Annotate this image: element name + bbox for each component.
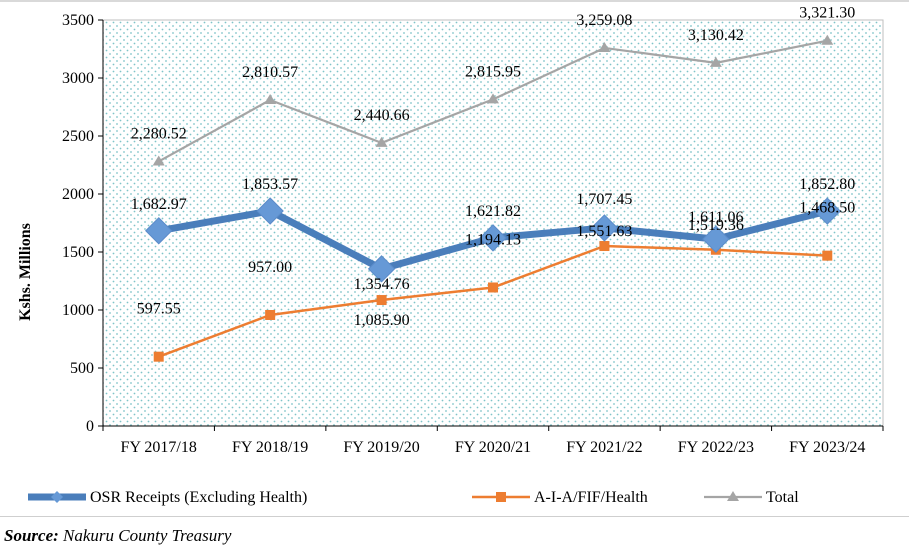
data-label: 1,468.50: [799, 200, 855, 217]
x-tick-label: FY 2018/19: [232, 439, 308, 456]
point-marker: [256, 197, 284, 225]
y-tick-label: 2000: [62, 186, 94, 203]
data-label: 1,707.45: [576, 191, 632, 208]
x-axis: FY 2017/18 FY 2018/19 FY 2019/20 FY 2020/21…: [102, 425, 884, 456]
data-label: 1,519.36: [688, 217, 744, 234]
plot-background: [102, 19, 884, 427]
top-border: [0, 0, 909, 2]
data-label: 2,280.52: [131, 125, 187, 142]
x-tick-label: FY 2022/23: [678, 439, 754, 456]
point-marker: [153, 351, 164, 362]
point-marker: [821, 34, 834, 45]
point-marker: [479, 224, 507, 252]
point-marker: [367, 255, 396, 283]
y-tick-label: 3000: [62, 70, 94, 87]
data-label: 957.00: [248, 259, 292, 276]
point-marker: [709, 56, 722, 67]
y-tick-label: 3500: [62, 12, 94, 29]
data-label: 597.55: [137, 301, 181, 318]
point-marker: [599, 241, 610, 252]
legend-swatch-marker: [496, 492, 506, 502]
legend-label: Total: [766, 489, 799, 506]
data-label: 1,085.90: [354, 312, 410, 329]
series-diamond: [145, 197, 841, 283]
data-label: 3,259.08: [576, 12, 632, 29]
x-tick-label: FY 2019/20: [343, 439, 419, 456]
data-label: 1,852.80: [799, 176, 855, 193]
y-tick-label: 500: [70, 360, 94, 377]
legend: OSR Receipts (Excluding Health) A-I-A/FIF…: [28, 489, 799, 506]
data-label: 1,682.97: [131, 196, 187, 213]
bottom-border: [0, 516, 909, 517]
data-label: 2,810.57: [242, 64, 298, 81]
legend-label: OSR Receipts (Excluding Health): [90, 489, 307, 506]
data-label: 3,130.42: [688, 27, 744, 44]
legend-swatch-marker: [727, 491, 739, 501]
point-marker: [813, 197, 841, 225]
y-axis: 0 500 1000 1500 2000 2500 3000 3500: [62, 12, 104, 435]
data-label: 1,354.76: [354, 276, 410, 293]
point-marker: [376, 295, 387, 306]
series-lines: [145, 34, 841, 362]
point-marker: [487, 93, 499, 104]
point-marker: [598, 41, 611, 52]
y-tick-label: 1500: [62, 244, 94, 261]
x-tick-label: FY 2017/18: [121, 439, 197, 456]
data-label: 1,621.82: [465, 203, 521, 220]
point-marker: [145, 217, 173, 245]
data-label: 1,611.06: [688, 209, 743, 226]
point-marker: [822, 250, 833, 261]
data-label: 1,194.13: [465, 231, 521, 248]
point-marker: [152, 155, 165, 166]
point-marker: [488, 282, 498, 293]
legend-swatch-marker: [51, 491, 63, 503]
data-label: 2,815.95: [465, 63, 521, 80]
data-labels: 1,682.97 1,853.57 1,354.76 1,621.82 1,707.45…: [131, 5, 856, 329]
x-tick-label: FY 2021/22: [566, 439, 642, 456]
legend-item: Total: [704, 489, 799, 506]
y-tick-label: 1000: [62, 302, 94, 319]
point-marker: [702, 225, 730, 253]
y-axis-title: Kshs. Millions: [17, 223, 34, 321]
legend-item: OSR Receipts (Excluding Health): [28, 489, 307, 506]
x-tick-label: FY 2020/21: [455, 439, 531, 456]
point-marker: [265, 309, 276, 320]
y-tick-label: 0: [86, 418, 94, 435]
legend-label: A-I-A/FIF/Health: [534, 489, 648, 506]
plot-area: [102, 19, 884, 427]
data-label: 3,321.30: [799, 5, 855, 22]
data-label: 2,440.66: [354, 107, 410, 124]
data-label: 1,551.63: [576, 223, 632, 240]
y-tick-label: 2500: [62, 128, 94, 145]
series-triangle: [152, 34, 834, 166]
point-marker: [264, 93, 277, 104]
source-label: Source:: [4, 526, 59, 545]
source-note: Source: Nakuru County Treasury: [4, 526, 231, 546]
point-marker: [375, 136, 388, 147]
source-text: Nakuru County Treasury: [58, 526, 232, 545]
data-label: 1,853.57: [242, 176, 298, 193]
x-tick-label: FY 2023/24: [789, 439, 865, 456]
point-marker: [590, 214, 619, 242]
legend-item: A-I-A/FIF/Health: [472, 489, 648, 506]
